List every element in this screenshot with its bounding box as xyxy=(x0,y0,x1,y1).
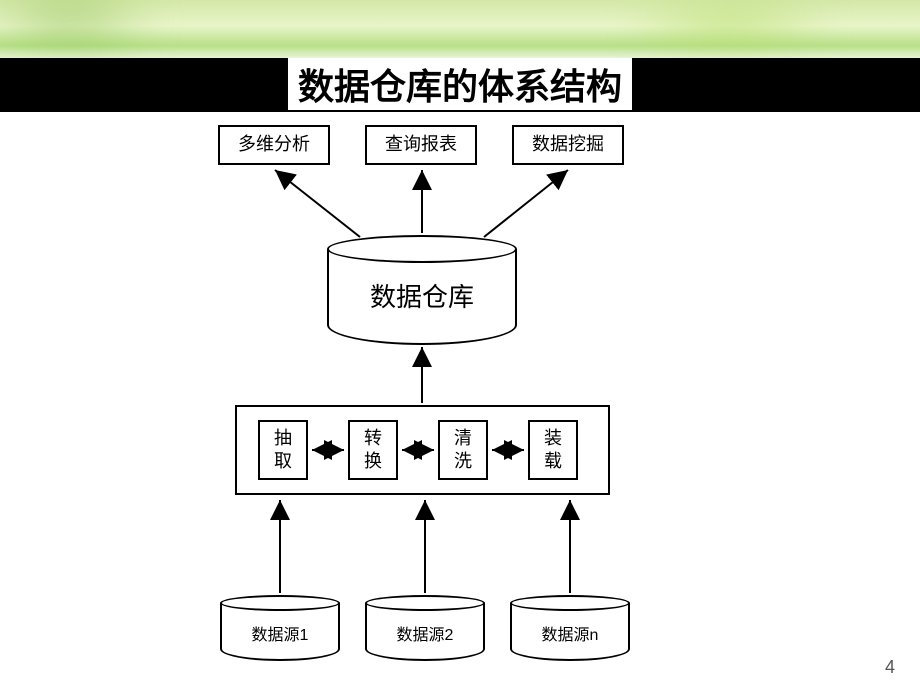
etl-label: 装载 xyxy=(544,427,562,474)
page-title: 数据仓库的体系结构 xyxy=(298,58,622,110)
title-container: 数据仓库的体系结构 xyxy=(288,58,632,110)
etl-label: 抽取 xyxy=(274,427,292,474)
etl-load: 装载 xyxy=(528,420,578,480)
source-cylinder-2: 数据源2 xyxy=(365,595,485,665)
source-label: 数据源n xyxy=(510,621,630,645)
node-label: 查询报表 xyxy=(385,134,457,156)
node-label: 数据挖掘 xyxy=(532,134,604,156)
architecture-diagram: 多维分析 查询报表 数据挖掘 数据仓库 抽取 转换 清洗 装载 数据源1 数据源… xyxy=(200,115,720,675)
header-blur-left xyxy=(0,0,160,60)
source-label: 数据源1 xyxy=(220,621,340,645)
header-blur-right xyxy=(620,0,840,60)
node-multidim-analysis: 多维分析 xyxy=(218,125,330,165)
warehouse-label: 数据仓库 xyxy=(327,277,517,314)
warehouse-cylinder: 数据仓库 xyxy=(327,235,517,345)
node-query-report: 查询报表 xyxy=(365,125,477,165)
source-label: 数据源2 xyxy=(365,621,485,645)
etl-clean: 清洗 xyxy=(438,420,488,480)
node-data-mining: 数据挖掘 xyxy=(512,125,624,165)
etl-transform: 转换 xyxy=(348,420,398,480)
node-label: 多维分析 xyxy=(238,134,310,156)
etl-label: 转换 xyxy=(364,427,382,474)
arrows-layer xyxy=(200,115,720,675)
page-number: 4 xyxy=(885,657,895,678)
etl-label: 清洗 xyxy=(454,427,472,474)
source-cylinder-1: 数据源1 xyxy=(220,595,340,665)
source-cylinder-n: 数据源n xyxy=(510,595,630,665)
etl-extract: 抽取 xyxy=(258,420,308,480)
